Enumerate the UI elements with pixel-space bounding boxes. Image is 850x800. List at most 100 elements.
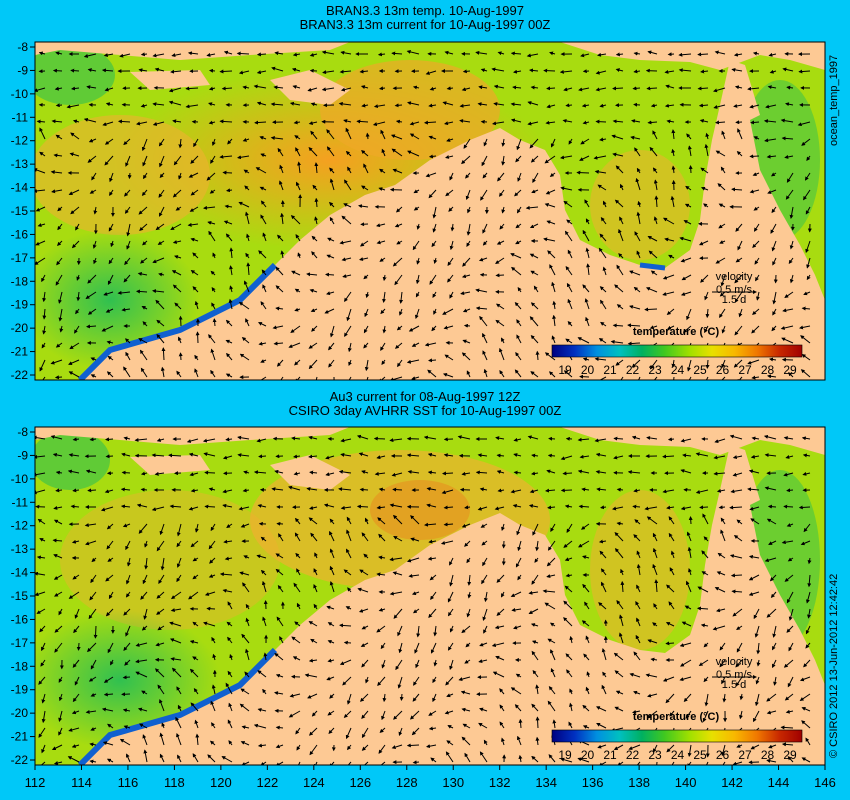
bottom-colorbar-title: temperature (°C) (633, 711, 720, 723)
current-vector-arrow (671, 165, 676, 174)
top-side-label: ocean_temp_1997 (828, 54, 840, 146)
current-vector-arrow (648, 250, 658, 259)
current-vector-arrow (616, 487, 624, 492)
current-vector-arrow (652, 167, 658, 174)
current-vector-arrow (480, 68, 488, 73)
current-vector-arrow (209, 68, 216, 73)
current-vector-arrow (72, 437, 80, 442)
current-vector-arrow (208, 102, 216, 107)
current-vector-arrow (324, 308, 335, 314)
current-vector-arrow (55, 51, 63, 56)
current-vector-arrow (551, 281, 556, 293)
current-vector-arrow (714, 50, 726, 55)
current-vector-arrow (633, 51, 641, 56)
current-vector-arrow (686, 308, 692, 321)
current-vector-arrow (718, 223, 726, 229)
current-vector-arrow (245, 318, 250, 327)
current-vector-arrow (259, 186, 267, 191)
warm-core (320, 60, 500, 160)
current-vector-arrow (185, 86, 199, 91)
current-vector-arrow (306, 272, 318, 277)
current-vector-arrow (637, 200, 642, 208)
island-west (130, 70, 210, 90)
timor-island (270, 70, 350, 105)
current-vector-arrow (600, 299, 607, 310)
current-vector-arrow (54, 375, 63, 380)
current-vector-arrow (698, 103, 709, 108)
lon-tick-label: 134 (535, 775, 557, 790)
current-vector-arrow (415, 274, 420, 285)
current-vector-arrow (560, 155, 573, 160)
current-vector-arrow (87, 308, 97, 315)
current-vector-arrow (547, 250, 556, 259)
current-vector-arrow (515, 240, 522, 245)
current-vector-arrow (805, 240, 811, 254)
current-vector-arrow (219, 69, 233, 74)
current-vector-arrow (54, 86, 63, 91)
current-vector-arrow (42, 291, 47, 303)
current-vector-arrow (475, 50, 488, 55)
current-vector-arrow (529, 223, 539, 229)
lat-tick-label: -19 (11, 683, 29, 697)
current-vector-arrow (497, 172, 505, 182)
current-vector-arrow (108, 223, 114, 232)
current-vector-arrow (499, 223, 505, 230)
current-vector-arrow (566, 282, 573, 293)
current-vector-arrow (780, 118, 794, 123)
lat-tick-label: -10 (11, 87, 29, 101)
current-vector-arrow (715, 150, 726, 157)
lat-tick-label: -10 (11, 472, 29, 486)
current-vector-arrow (126, 223, 131, 237)
current-vector-arrow (295, 147, 301, 157)
current-vector-arrow (57, 206, 63, 212)
current-vector-arrow (382, 291, 386, 303)
lon-tick-label: 122 (257, 775, 279, 790)
current-vector-arrow (483, 138, 488, 147)
current-vector-arrow (636, 250, 641, 259)
current-vector-arrow (347, 342, 352, 353)
current-vector-arrow (516, 334, 522, 344)
current-vector-arrow (35, 206, 46, 212)
current-vector-arrow (206, 172, 216, 181)
current-vector-arrow (662, 454, 675, 459)
current-vector-arrow (155, 223, 165, 231)
current-vector-arrow (688, 165, 693, 174)
current-vector-arrow (273, 341, 284, 346)
current-vector-arrow (749, 104, 760, 109)
colorbar-tick-label: 22 (626, 363, 640, 377)
current-vector-arrow (600, 505, 607, 510)
current-vector-arrow (229, 285, 234, 293)
current-vector-arrow (207, 220, 216, 225)
current-vector-arrow (735, 223, 743, 232)
current-vector-arrow (209, 189, 216, 194)
current-vector-arrow (392, 257, 403, 267)
current-vector-arrow (294, 307, 301, 312)
current-vector-arrow (649, 146, 658, 157)
bottom-colorbar (551, 729, 803, 743)
current-vector-arrow (212, 252, 217, 259)
current-vector-arrow (552, 300, 557, 310)
current-vector-arrow (380, 342, 386, 351)
current-vector-arrow (74, 325, 80, 334)
current-vector-arrow (495, 273, 505, 278)
current-vector-arrow (279, 164, 284, 174)
current-vector-arrow (241, 336, 250, 344)
current-vector-arrow (170, 69, 182, 74)
current-vector-arrow (432, 206, 437, 219)
current-vector-arrow (771, 240, 777, 252)
current-vector-arrow (782, 67, 794, 72)
current-vector-arrow (618, 253, 624, 259)
current-vector-arrow (223, 220, 233, 225)
current-vector-arrow (343, 203, 352, 208)
current-vector-arrow (137, 272, 148, 276)
current-vector-arrow (70, 132, 80, 140)
current-vector-arrow (445, 189, 454, 197)
current-vector-arrow (341, 215, 352, 225)
current-vector-arrow (600, 321, 607, 327)
current-vector-arrow (158, 189, 165, 198)
current-vector-arrow (344, 325, 352, 337)
current-vector-arrow (560, 186, 573, 191)
current-vector-arrow (178, 352, 183, 361)
current-vector-arrow (140, 257, 148, 264)
current-vector-arrow (102, 121, 114, 127)
